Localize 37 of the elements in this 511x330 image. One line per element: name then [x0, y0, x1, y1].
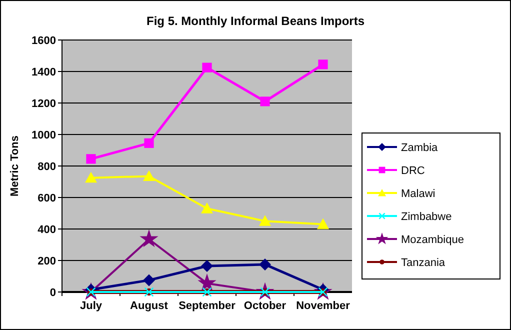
y-tick-label: 1000 [32, 129, 56, 142]
point [260, 96, 270, 106]
point [318, 60, 328, 70]
chart-title: Fig 5. Monthly Informal Beans Imports [146, 14, 365, 28]
y-tick-label: 1400 [32, 66, 56, 78]
point [143, 274, 155, 286]
point [86, 154, 96, 164]
x-tick-label: September [178, 300, 236, 312]
point [143, 170, 155, 182]
y-tick-label: 400 [38, 224, 56, 236]
legend-label: Tanzania [401, 256, 446, 269]
y-axis-title: Metric Tons [9, 136, 21, 196]
point [317, 218, 329, 230]
y-tick-label: 0 [50, 286, 56, 299]
y-tick-label: 800 [38, 160, 56, 173]
y-tick-label: 1200 [32, 98, 56, 110]
point [198, 274, 216, 292]
y-tick-label: 600 [38, 192, 56, 204]
legend-label: Zambia [401, 142, 439, 154]
point [201, 202, 213, 214]
legend-label: DRC [401, 164, 425, 177]
x-tick-label: October [244, 300, 287, 312]
legend-label: Mozambique [401, 234, 464, 246]
x-tick-label: August [130, 300, 168, 312]
x-tick-label: November [296, 300, 351, 312]
point [259, 215, 271, 226]
point [144, 138, 154, 148]
y-tick-label: 200 [38, 255, 56, 268]
x-tick-label: July [80, 300, 103, 312]
point [259, 258, 271, 270]
legend-label: Malawi [401, 188, 436, 200]
point [201, 260, 213, 272]
point [140, 229, 158, 248]
y-tick-label: 1600 [32, 34, 56, 47]
point [85, 172, 97, 183]
point [202, 62, 212, 72]
legend-label: Zimbabwe [401, 210, 452, 223]
